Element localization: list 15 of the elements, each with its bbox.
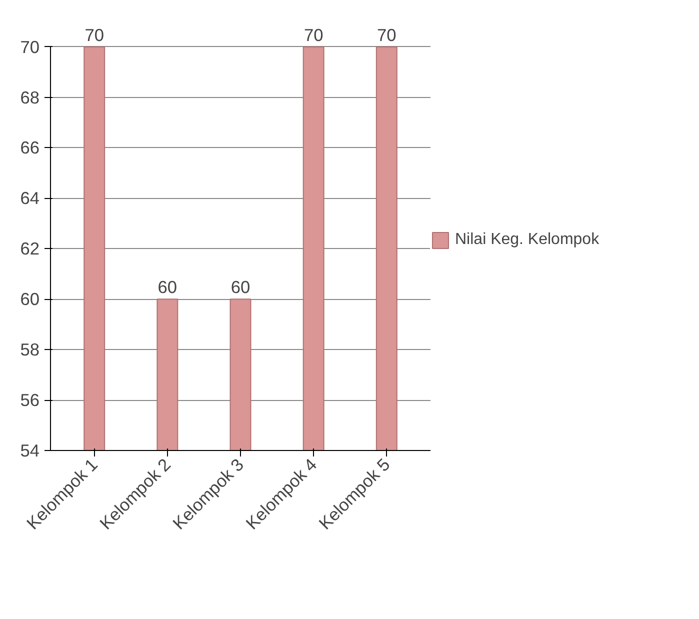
y-tick-label: 60	[20, 289, 40, 310]
y-tick-label: 64	[20, 188, 40, 208]
y-tick-label: 70	[20, 36, 40, 57]
data-label: 70	[377, 24, 396, 45]
data-label: 60	[230, 277, 250, 298]
y-tick-label: 58	[20, 340, 40, 360]
y-tick-label: 68	[20, 87, 40, 108]
data-label: 70	[304, 24, 324, 45]
data-label: 60	[158, 277, 178, 298]
y-tick-label: 62	[20, 238, 40, 259]
y-tick-label: 56	[20, 390, 40, 410]
data-label: 70	[84, 24, 104, 45]
y-tick-label: 54	[20, 440, 40, 460]
y-tick-label: 66	[20, 138, 40, 158]
legend-label: Nilai Keg. Kelompok	[455, 231, 600, 249]
